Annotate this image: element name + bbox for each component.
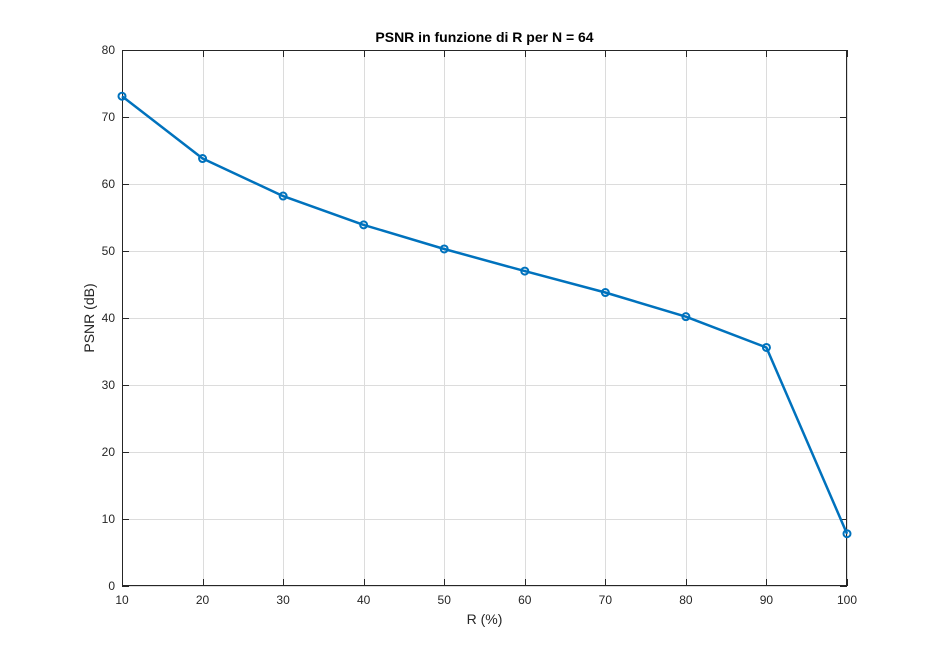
data-point [681, 312, 691, 322]
x-tick-label: 40 [357, 593, 371, 607]
y-tick-label: 50 [102, 244, 116, 258]
data-point [842, 529, 852, 539]
x-tick-label: 100 [837, 593, 857, 607]
y-tick-label: 60 [102, 177, 116, 191]
y-tick-label: 30 [102, 378, 116, 392]
x-tick-label: 10 [115, 593, 129, 607]
y-tick-label: 0 [108, 579, 115, 593]
x-tick-label: 60 [518, 593, 532, 607]
y-tick-label: 70 [102, 110, 116, 124]
data-point [600, 288, 610, 298]
y-tick-label: 80 [102, 43, 116, 57]
x-tick-label: 50 [438, 593, 452, 607]
x-tick-label: 70 [599, 593, 613, 607]
data-point [359, 220, 369, 230]
series-line [121, 95, 849, 535]
data-point [761, 342, 771, 352]
y-axis-label: PSNR (dB) [81, 283, 97, 352]
x-tick-label: 80 [679, 593, 693, 607]
y-tick-label: 40 [102, 311, 116, 325]
data-point [198, 154, 208, 164]
x-tick-label: 20 [196, 593, 210, 607]
data-point [117, 91, 127, 101]
data-series [117, 91, 852, 539]
y-tick-label: 10 [102, 512, 116, 526]
data-point [520, 266, 530, 276]
x-tick-label: 90 [760, 593, 774, 607]
data-point [278, 191, 288, 201]
x-axis-label: R (%) [467, 611, 503, 627]
data-point [439, 244, 449, 254]
x-tick-label: 30 [276, 593, 290, 607]
y-tick-label: 20 [102, 445, 116, 459]
chart-title: PSNR in funzione di R per N = 64 [375, 29, 593, 45]
